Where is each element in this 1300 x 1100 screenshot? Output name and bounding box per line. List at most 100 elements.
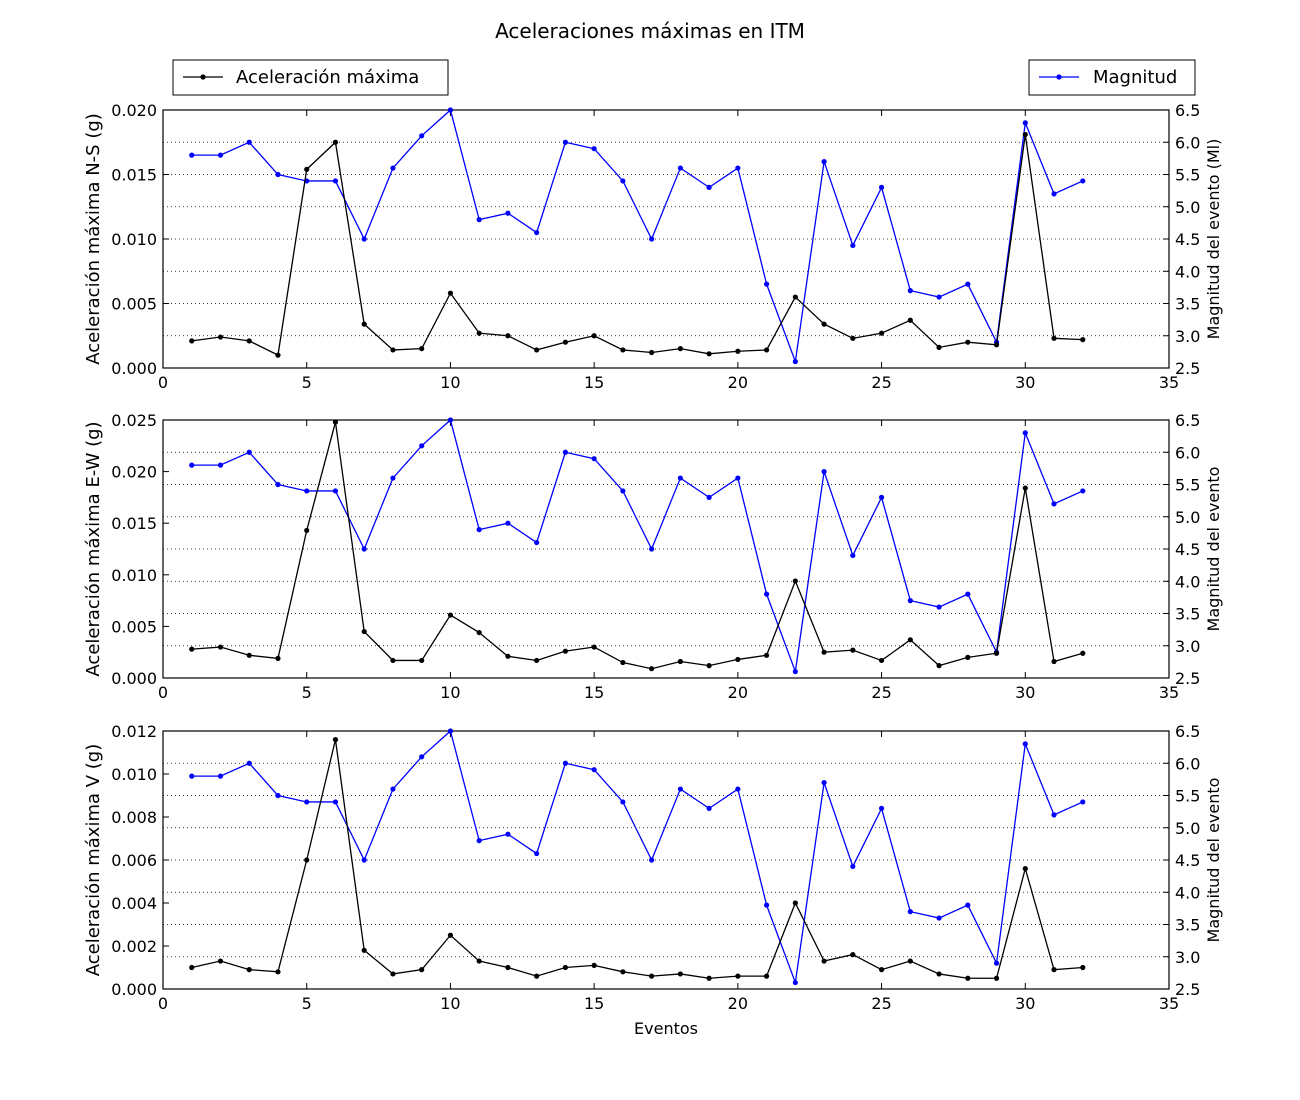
x-tick-label: 35 — [1159, 683, 1179, 702]
series-aceleracion-point — [189, 964, 195, 971]
series-aceleracion-point — [792, 294, 798, 300]
series-magnitud-point — [419, 754, 425, 760]
series-aceleracion-point — [505, 964, 511, 971]
series-aceleracion-point — [649, 349, 655, 356]
series-magnitud-line — [191, 108, 1084, 362]
y-left-tick-label: 0.020 — [111, 101, 157, 120]
series-magnitud-point — [304, 799, 310, 805]
series-magnitud-point — [562, 760, 569, 766]
series-aceleracion-point — [993, 342, 1000, 348]
series-magnitud-point — [1051, 501, 1057, 507]
series-aceleracion-point — [361, 628, 367, 635]
legend-magnitud-label: Magnitud — [1093, 67, 1177, 88]
series-aceleracion-point — [275, 352, 281, 358]
y-right-tick-label: 3.0 — [1175, 948, 1200, 967]
y-left-tick-label: 0.008 — [111, 808, 157, 827]
series-aceleracion-point — [476, 958, 482, 964]
series-magnitud-point — [706, 805, 712, 812]
y-right-tick-label: 3.0 — [1175, 637, 1200, 656]
series-aceleracion-point — [706, 351, 712, 357]
y-right-axis-label: Magnitud del evento — [1204, 467, 1223, 632]
series-magnitud-point — [821, 780, 827, 786]
y-right-tick-label: 3.5 — [1175, 916, 1200, 935]
y-right-tick-label: 2.5 — [1175, 669, 1200, 688]
x-tick-label: 5 — [302, 994, 312, 1013]
series-magnitud-point — [1080, 178, 1086, 184]
series-magnitud-point — [677, 475, 683, 481]
series-magnitud-point — [965, 591, 971, 597]
y-right-tick-label: 2.5 — [1175, 359, 1200, 378]
y-left-tick-label: 0.005 — [111, 295, 157, 314]
y-right-tick-label: 4.5 — [1175, 230, 1200, 249]
series-aceleracion-point — [476, 629, 482, 636]
series-magnitud-point — [217, 773, 224, 779]
series-aceleracion-point — [1080, 337, 1086, 343]
series-magnitud-point — [706, 494, 712, 500]
series-aceleracion-point — [878, 967, 885, 973]
series-magnitud-point — [936, 294, 942, 300]
series-aceleracion-point — [1080, 964, 1086, 971]
y-right-tick-label: 5.5 — [1175, 166, 1200, 185]
series-aceleracion-point — [677, 658, 683, 665]
series-aceleracion-point — [1022, 485, 1028, 491]
series-magnitud-point — [1080, 799, 1086, 805]
series-magnitud-point — [1022, 741, 1028, 747]
series-aceleracion-point — [390, 347, 396, 353]
series-magnitud-point — [534, 850, 540, 857]
y-right-tick-label: 6.5 — [1175, 722, 1200, 741]
legend-aceleracion-marker — [200, 74, 206, 80]
series-magnitud-point — [878, 494, 885, 500]
y-right-tick-label: 4.5 — [1175, 851, 1200, 870]
series-magnitud-point — [275, 171, 281, 178]
y-left-tick-label: 0.004 — [111, 894, 157, 913]
series-aceleracion-point — [419, 967, 425, 973]
y-right-tick-label: 2.5 — [1175, 980, 1200, 999]
series-aceleracion-point — [649, 666, 655, 672]
series-aceleracion-point — [965, 975, 971, 981]
y-left-tick-label: 0.010 — [111, 230, 157, 249]
series-aceleracion-point — [419, 346, 425, 352]
series-magnitud-point — [1080, 488, 1086, 494]
series-magnitud-point — [850, 552, 856, 559]
legend-magnitud: Magnitud — [1028, 59, 1196, 96]
series-aceleracion-point — [764, 973, 770, 979]
series-magnitud-point — [1022, 430, 1028, 436]
x-tick-label: 25 — [871, 683, 891, 702]
series-magnitud-point — [649, 857, 655, 863]
x-tick-label: 20 — [728, 994, 748, 1013]
series-magnitud-point — [706, 184, 712, 190]
series-magnitud-line — [191, 418, 1084, 672]
series-magnitud-point — [361, 236, 367, 242]
series-magnitud-point — [821, 159, 827, 165]
y-left-tick-label: 0.000 — [111, 980, 157, 999]
series-magnitud-point — [792, 979, 798, 986]
series-aceleracion-point — [677, 971, 683, 977]
y-right-tick-label: 4.0 — [1175, 262, 1200, 281]
y-left-tick-label: 0.006 — [111, 851, 157, 870]
series-aceleracion-point — [419, 657, 425, 664]
series-magnitud-point — [332, 178, 339, 184]
series-magnitud-point — [332, 799, 339, 805]
series-aceleracion-point — [993, 650, 1000, 656]
series-magnitud-point — [189, 462, 195, 468]
y-right-tick-label: 5.0 — [1175, 819, 1200, 838]
series-aceleracion-point — [907, 637, 913, 643]
x-tick-label: 10 — [440, 373, 460, 392]
series-aceleracion-point — [792, 578, 798, 584]
series-magnitud-point — [764, 902, 770, 908]
y-left-tick-label: 0.005 — [111, 617, 157, 636]
series-aceleracion-point — [735, 348, 741, 354]
series-aceleracion-point — [677, 346, 683, 352]
series-aceleracion-point — [361, 947, 367, 953]
series-aceleracion-point — [447, 932, 454, 938]
legend-magnitud-marker — [1056, 74, 1062, 80]
series-aceleracion-point — [332, 419, 339, 425]
series-magnitud-point — [361, 857, 367, 863]
series-magnitud-point — [275, 792, 281, 799]
series-magnitud-point — [764, 281, 770, 287]
series-aceleracion-point — [304, 166, 310, 172]
series-magnitud-point — [217, 462, 224, 468]
series-magnitud-point — [649, 236, 655, 242]
series-aceleracion-point — [217, 334, 224, 340]
series-magnitud-point — [620, 799, 626, 805]
